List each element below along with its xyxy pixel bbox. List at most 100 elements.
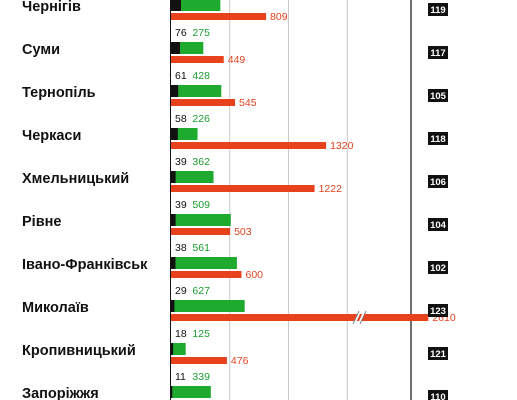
red-value: 600 (246, 269, 264, 281)
red-bar (171, 13, 267, 20)
green-bar (171, 257, 237, 269)
row: Черкаси 58 226 1320 118 (22, 113, 448, 152)
red-value: 545 (239, 97, 257, 109)
dark-value: 18 (175, 328, 187, 340)
green-value: 275 (192, 27, 210, 39)
dark-bar-overlay (171, 171, 176, 183)
city-label: Кропивницький (22, 343, 136, 359)
dark-value: 29 (175, 285, 187, 297)
green-bar (171, 343, 186, 355)
red-bar (171, 314, 429, 321)
rank-value: 118 (430, 134, 445, 145)
axis-break (357, 310, 367, 325)
rank-badge (428, 132, 448, 145)
dark-value: 58 (175, 113, 187, 125)
green-bar (171, 171, 214, 183)
city-label: Миколаїв (22, 300, 89, 316)
rank-badge (428, 46, 448, 59)
red-bar (171, 56, 224, 63)
green-bar (171, 0, 221, 11)
dark-bar-overlay (171, 300, 175, 312)
row: Суми 76 275 449 117 (22, 27, 448, 66)
red-value: 1400 (340, 398, 364, 400)
rank-badge (428, 218, 448, 231)
dark-bar-overlay (171, 257, 176, 269)
dark-value: 76 (175, 27, 187, 39)
green-bar (171, 85, 222, 97)
green-value: 226 (192, 113, 210, 125)
red-bar (171, 142, 327, 149)
red-value: 503 (234, 226, 252, 238)
rank-value: 121 (430, 349, 447, 360)
row: Івано-Франківськ 38 561 600 102 (22, 242, 448, 281)
dark-value: 38 (175, 242, 187, 254)
rank-value: 102 (430, 263, 446, 274)
red-value: 809 (270, 11, 288, 23)
green-value: 509 (192, 199, 210, 211)
red-bar (171, 99, 236, 106)
red-value: 1222 (319, 183, 343, 195)
row: Рівне 39 509 503 104 (22, 199, 448, 238)
red-value: 1320 (330, 140, 354, 152)
axis-break-line (352, 310, 360, 325)
city-label: Івано-Франківськ (22, 257, 148, 273)
rank-value: 123 (430, 306, 446, 317)
green-value: 125 (192, 328, 210, 340)
rank-badge (428, 175, 448, 188)
dark-bar-overlay (171, 85, 179, 97)
green-bar (171, 386, 211, 398)
rank-value: 105 (430, 91, 447, 102)
rank-badge (428, 390, 448, 400)
grid (229, 0, 348, 400)
city-label: Чернігів (22, 0, 81, 15)
rank-value: 104 (430, 220, 447, 231)
dark-value: 39 (175, 156, 187, 168)
rank-badge (428, 3, 448, 16)
red-bar (171, 185, 315, 192)
red-bar (171, 357, 227, 364)
axis-break (352, 310, 362, 325)
row: Кропивницький 18 125 476 121 (22, 328, 448, 367)
city-label: Рівне (22, 214, 61, 230)
green-value: 339 (192, 371, 210, 383)
rank-value: 110 (430, 392, 445, 400)
city-label: Суми (22, 42, 60, 58)
green-value: 362 (192, 156, 210, 168)
dark-bar-overlay (171, 128, 178, 140)
rows: Чернігів 809 119 Суми 76 275 449 117 Тернопіль 61… (22, 0, 456, 400)
dark-bar-overlay (171, 42, 180, 54)
row: Хмельницький 39 362 1222 106 (22, 156, 448, 195)
rank-badge (428, 89, 448, 102)
green-value: 561 (192, 242, 210, 254)
green-bar (171, 214, 231, 226)
green-value: 428 (192, 70, 210, 82)
dark-bar-overlay (171, 386, 173, 398)
dark-value: 39 (175, 199, 187, 211)
dark-bar-overlay (171, 214, 176, 226)
dark-value: 11 (175, 371, 186, 383)
rank-badge (428, 347, 448, 360)
row: Чернігів 809 119 (22, 0, 448, 23)
city-label: Тернопіль (22, 85, 96, 101)
red-value: 476 (231, 355, 249, 367)
red-bar (171, 228, 231, 235)
red-value: 449 (228, 54, 246, 66)
rank-value: 106 (430, 177, 446, 188)
row: Тернопіль 61 428 545 105 (22, 70, 448, 109)
rank-badge (428, 304, 448, 317)
city-label: Хмельницький (22, 171, 129, 187)
row: Запоріжжя 11 339 1400 110 (22, 371, 448, 400)
axis-break-line (359, 310, 367, 325)
green-value: 627 (192, 285, 210, 297)
dark-bar-overlay (171, 343, 174, 355)
rank-badge (428, 261, 448, 274)
green-bar (171, 300, 245, 312)
dark-value: 61 (175, 70, 187, 82)
dark-bar (171, 0, 181, 11)
red-bar (171, 271, 242, 278)
rank-value: 119 (430, 5, 445, 16)
city-label: Черкаси (22, 128, 81, 144)
rank-value: 117 (430, 48, 445, 59)
